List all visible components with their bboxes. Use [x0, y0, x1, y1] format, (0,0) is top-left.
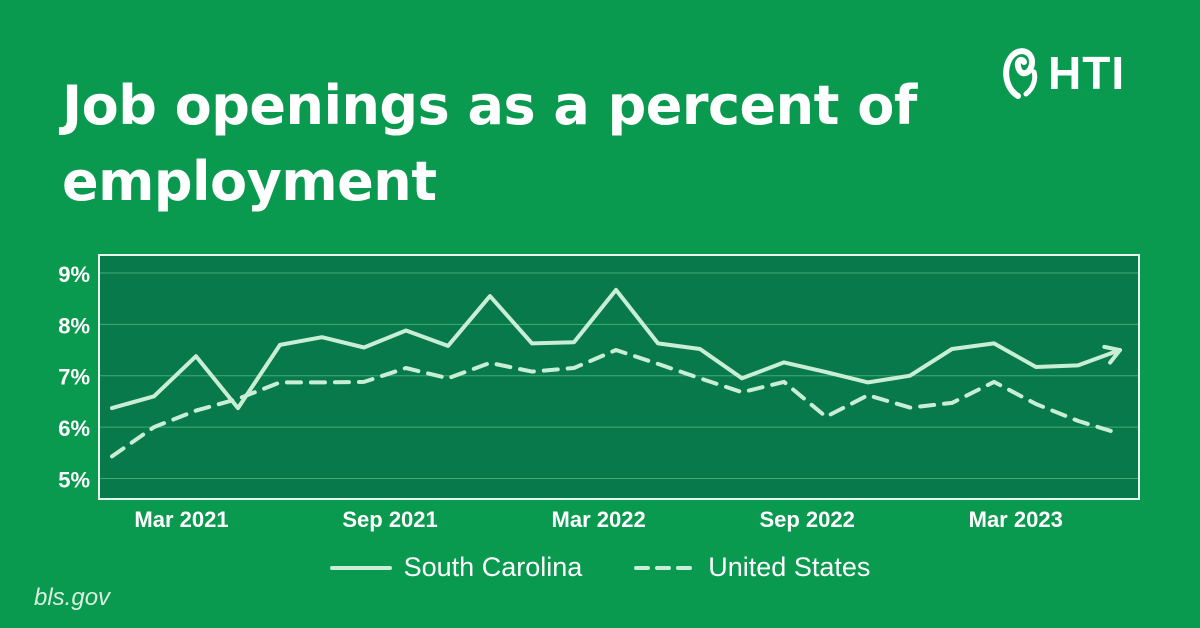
y-tick-label: 6% — [58, 416, 90, 441]
source-label: bls.gov — [34, 584, 111, 611]
legend-label-united-states: United States — [708, 552, 871, 582]
y-tick-label: 5% — [58, 467, 90, 492]
hti-swirl-icon — [1003, 48, 1038, 99]
x-tick-label: Sep 2022 — [759, 507, 854, 532]
legend-label-south-carolina: South Carolina — [403, 552, 583, 582]
y-tick-label: 7% — [58, 365, 90, 390]
series-line-south-carolina — [110, 287, 1122, 411]
solid-line-swatch-icon — [329, 565, 392, 570]
series-lines — [110, 287, 1122, 459]
x-tick-label: Mar 2021 — [134, 507, 228, 532]
x-tick-label: Mar 2023 — [969, 507, 1063, 532]
x-tick-label: Mar 2022 — [552, 507, 646, 532]
y-tick-label: 8% — [58, 313, 90, 338]
series-arrow-head — [1102, 344, 1122, 365]
chart-title: Job openings as a percent of employment — [62, 74, 917, 213]
x-axis-ticks: Mar 2021 Sep 2021 Mar 2022 Sep 2022 Mar 2023 — [134, 507, 1062, 532]
y-axis-ticks: 5% 6% 7% 8% 9% — [58, 262, 90, 492]
legend: South Carolina United States — [0, 552, 1200, 583]
x-tick-label: Sep 2021 — [342, 507, 437, 532]
y-tick-label: 9% — [58, 262, 90, 287]
grid-lines — [100, 272, 1138, 479]
brand-name: HTI — [1048, 47, 1126, 99]
dashed-line-swatch-icon — [634, 565, 697, 570]
legend-item-south-carolina: South Carolina — [329, 552, 583, 583]
hti-logo: HTI — [998, 44, 1125, 102]
series-line-united-states — [110, 348, 1122, 459]
legend-item-united-states: United States — [634, 552, 870, 583]
